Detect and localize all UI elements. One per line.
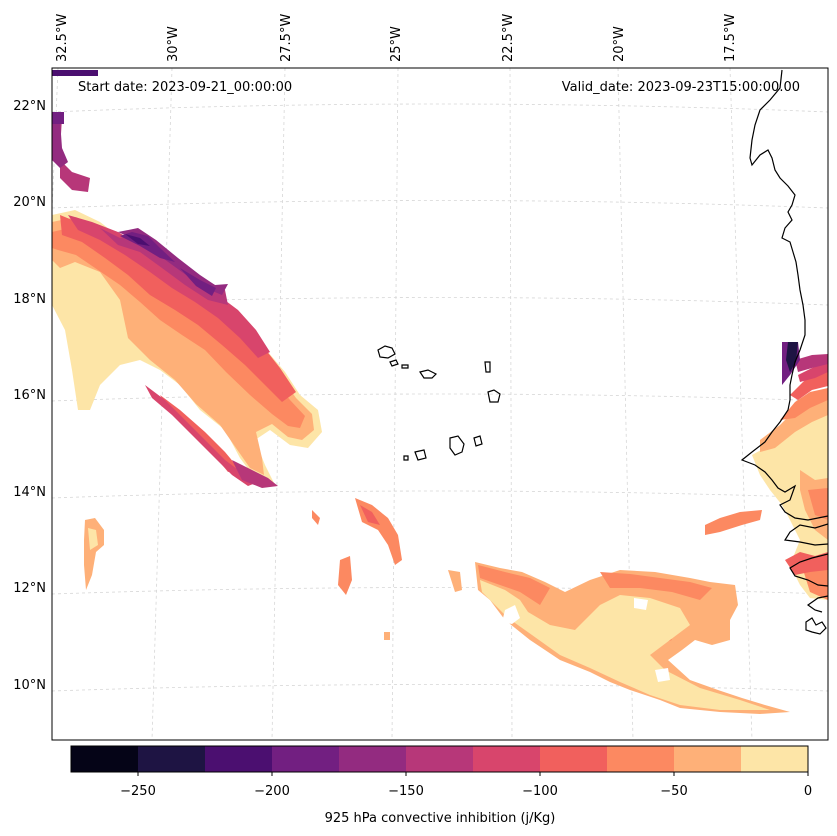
lon-label: 30°W: [166, 26, 181, 62]
colorbar: [70, 745, 809, 773]
lat-label: 12°N: [13, 581, 46, 596]
colorbar-swatch: [607, 746, 674, 772]
lon-label: 20°W: [612, 26, 627, 62]
colorbar-swatch: [138, 746, 205, 772]
longitude-labels: 32.5°W 30°W 27.5°W 25°W 22.5°W 20°W 17.5…: [55, 14, 738, 62]
colorbar-swatch: [674, 746, 741, 772]
valid-date-label: Valid_date: 2023-09-23T15:00:00.00: [562, 80, 800, 95]
map-frame: [51, 67, 829, 741]
colorbar-label: 925 hPa convective inhibition (j/Kg): [325, 811, 556, 826]
lat-label: 20°N: [13, 195, 46, 210]
lat-label: 18°N: [13, 292, 46, 307]
cin-field-west-small: [84, 518, 104, 590]
colorbar-tick-label: −150: [388, 784, 424, 799]
colorbar-swatch: [339, 746, 406, 772]
colorbar-tick-label: −200: [254, 784, 290, 799]
lat-label: 10°N: [13, 678, 46, 693]
colorbar-swatch: [540, 746, 607, 772]
cin-field-northwest: [52, 70, 322, 488]
colorbar-swatch: [473, 746, 540, 772]
latitude-labels: 22°N 20°N 18°N 16°N 14°N 12°N 10°N: [13, 99, 46, 693]
lon-label: 25°W: [389, 26, 404, 62]
colorbar-tick-label: −250: [120, 784, 156, 799]
lat-label: 14°N: [13, 485, 46, 500]
cin-field-central: [312, 498, 462, 640]
colorbar-swatch: [272, 746, 339, 772]
colorbar-swatch: [71, 746, 138, 772]
lat-label: 22°N: [13, 99, 46, 114]
colorbar-swatch: [205, 746, 272, 772]
colorbar-ticks: −250 −200 −150 −100 −50 0: [120, 772, 812, 799]
lon-label: 32.5°W: [55, 14, 70, 62]
lat-label: 16°N: [13, 388, 46, 403]
lon-label: 27.5°W: [279, 14, 294, 62]
cape-verde-islands: [377, 345, 396, 359]
colorbar-tick-label: −50: [660, 784, 687, 799]
africa-coastline: [740, 69, 828, 613]
lon-label: 22.5°W: [501, 14, 516, 62]
colorbar-border: [70, 745, 809, 773]
start-date-label: Start date: 2023-09-21_00:00:00: [78, 80, 292, 95]
colorbar-tick-label: −100: [522, 784, 558, 799]
lon-label: 17.5°W: [723, 14, 738, 62]
colorbar-tick-label: 0: [804, 784, 812, 799]
colorbar-swatch: [406, 746, 473, 772]
colorbar-swatch: [741, 746, 808, 772]
cin-field-south: [475, 510, 790, 714]
coastlines: [377, 69, 828, 635]
